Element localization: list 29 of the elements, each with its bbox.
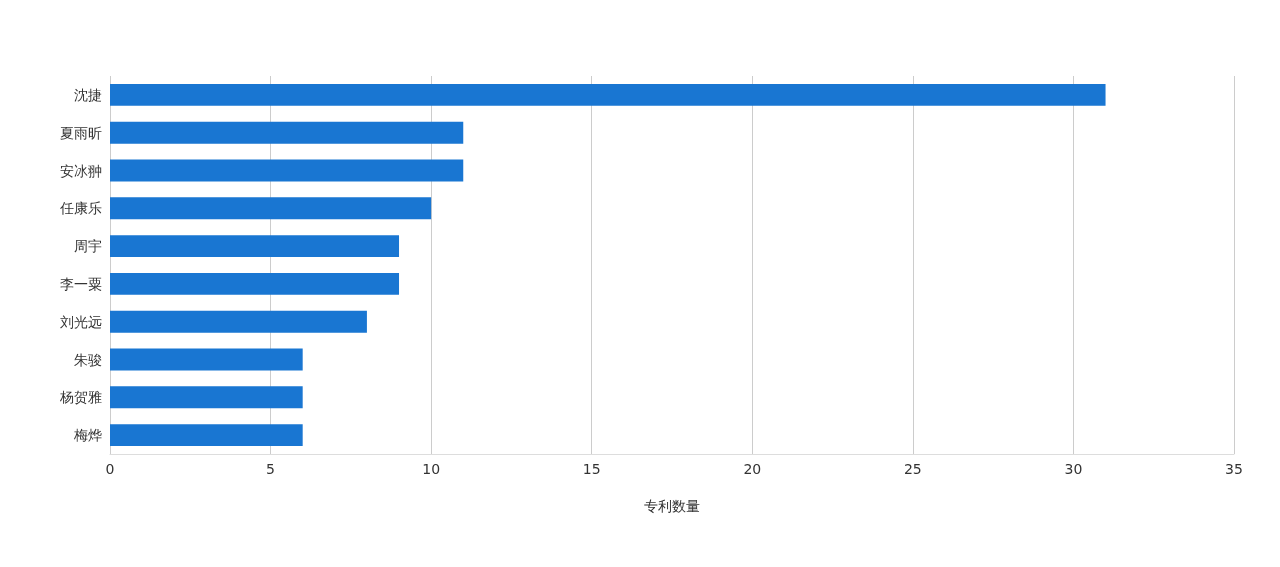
bar <box>110 83 1106 106</box>
y-tick-label: 刘光远 <box>60 313 102 330</box>
y-tick-label: 安冰翀 <box>60 162 102 179</box>
x-tick-label: 25 <box>903 461 922 477</box>
bar <box>110 386 303 409</box>
bar <box>110 272 400 295</box>
x-axis-title: 专利数量 <box>644 498 700 514</box>
y-tick-label: 沈捷 <box>74 86 102 103</box>
bar <box>110 121 464 144</box>
y-tick-label: 李一粟 <box>60 275 102 292</box>
y-tick-label: 杨贺雅 <box>59 389 102 406</box>
y-tick-label: 朱骏 <box>74 351 102 368</box>
x-tick-label: 5 <box>266 461 276 477</box>
x-tick-label: 35 <box>1225 461 1243 477</box>
x-tick-label: 0 <box>105 461 115 477</box>
bar <box>110 348 303 371</box>
y-tick-label: 夏雨昕 <box>60 124 102 141</box>
bar <box>110 197 432 220</box>
bar <box>110 235 400 258</box>
x-tick-label: 10 <box>422 461 441 477</box>
bar <box>110 310 367 333</box>
bar <box>110 159 464 182</box>
x-tick-label: 20 <box>743 461 762 477</box>
x-tick-label: 30 <box>1064 461 1083 477</box>
y-tick-label: 任康乐 <box>59 200 102 217</box>
y-tick-label: 梅烨 <box>73 427 102 444</box>
bar <box>110 424 303 447</box>
x-tick-label: 15 <box>582 461 601 477</box>
y-tick-label: 周宇 <box>74 238 102 255</box>
